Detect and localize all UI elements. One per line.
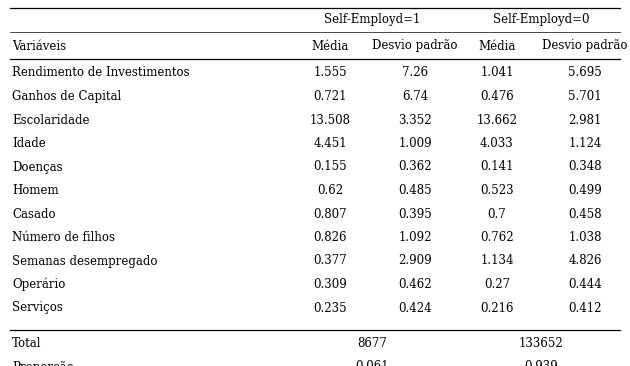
Text: Proporção: Proporção <box>12 361 74 366</box>
Text: 1.555: 1.555 <box>313 67 347 79</box>
Text: 0.362: 0.362 <box>398 161 432 173</box>
Text: Self-Employd=0: Self-Employd=0 <box>493 14 589 26</box>
Text: 0.235: 0.235 <box>313 302 347 314</box>
Text: 0.762: 0.762 <box>480 231 514 244</box>
Text: 0.141: 0.141 <box>480 161 513 173</box>
Text: 6.74: 6.74 <box>402 90 428 103</box>
Text: 0.476: 0.476 <box>480 90 514 103</box>
Text: Operário: Operário <box>12 278 66 291</box>
Text: Doenças: Doenças <box>12 161 62 173</box>
Text: Ganhos de Capital: Ganhos de Capital <box>12 90 121 103</box>
Text: 4.826: 4.826 <box>568 254 602 268</box>
Text: 0.395: 0.395 <box>398 208 432 220</box>
Text: Desvio padrão: Desvio padrão <box>372 40 458 52</box>
Text: Rendimento de Investimentos: Rendimento de Investimentos <box>12 67 190 79</box>
Text: 1.041: 1.041 <box>480 67 513 79</box>
Text: 1.124: 1.124 <box>568 137 602 150</box>
Text: Média: Média <box>478 40 516 52</box>
Text: 0.412: 0.412 <box>568 302 602 314</box>
Text: 4.451: 4.451 <box>313 137 347 150</box>
Text: Serviços: Serviços <box>12 302 63 314</box>
Text: 0.444: 0.444 <box>568 278 602 291</box>
Text: 2.909: 2.909 <box>398 254 432 268</box>
Text: Idade: Idade <box>12 137 46 150</box>
Text: Casado: Casado <box>12 208 55 220</box>
Text: Média: Média <box>311 40 348 52</box>
Text: 1.092: 1.092 <box>398 231 432 244</box>
Text: Escolaridade: Escolaridade <box>12 113 89 127</box>
Text: 0.377: 0.377 <box>313 254 347 268</box>
Text: Homem: Homem <box>12 184 59 197</box>
Text: Desvio padrão: Desvio padrão <box>542 40 627 52</box>
Text: 0.348: 0.348 <box>568 161 602 173</box>
Text: Semanas desempregado: Semanas desempregado <box>12 254 158 268</box>
Text: 0.27: 0.27 <box>484 278 510 291</box>
Text: 2.981: 2.981 <box>568 113 602 127</box>
Text: 3.352: 3.352 <box>398 113 432 127</box>
Text: 5.701: 5.701 <box>568 90 602 103</box>
Text: 0.826: 0.826 <box>313 231 347 244</box>
Text: 0.309: 0.309 <box>313 278 347 291</box>
Text: 8677: 8677 <box>358 337 387 350</box>
Text: 0.499: 0.499 <box>568 184 602 197</box>
Text: 0.939: 0.939 <box>524 361 558 366</box>
Text: 1.009: 1.009 <box>398 137 432 150</box>
Text: 13.662: 13.662 <box>476 113 517 127</box>
Text: 1.038: 1.038 <box>568 231 602 244</box>
Text: Número de filhos: Número de filhos <box>12 231 115 244</box>
Text: 0.807: 0.807 <box>313 208 347 220</box>
Text: 0.458: 0.458 <box>568 208 602 220</box>
Text: 0.523: 0.523 <box>480 184 514 197</box>
Text: Total: Total <box>12 337 42 350</box>
Text: 4.033: 4.033 <box>480 137 514 150</box>
Text: 7.26: 7.26 <box>402 67 428 79</box>
Text: 0.424: 0.424 <box>398 302 432 314</box>
Text: Self-Employd=1: Self-Employd=1 <box>324 14 421 26</box>
Text: Variáveis: Variáveis <box>12 40 66 52</box>
Text: 13.508: 13.508 <box>309 113 350 127</box>
Text: 0.155: 0.155 <box>313 161 347 173</box>
Text: 0.216: 0.216 <box>480 302 513 314</box>
Text: 0.62: 0.62 <box>317 184 343 197</box>
Text: 0.721: 0.721 <box>313 90 347 103</box>
Text: 0.7: 0.7 <box>488 208 507 220</box>
Text: 0.485: 0.485 <box>398 184 432 197</box>
Text: 0.462: 0.462 <box>398 278 432 291</box>
Text: 5.695: 5.695 <box>568 67 602 79</box>
Text: 1.134: 1.134 <box>480 254 513 268</box>
Text: 133652: 133652 <box>518 337 563 350</box>
Text: 0.061: 0.061 <box>356 361 389 366</box>
